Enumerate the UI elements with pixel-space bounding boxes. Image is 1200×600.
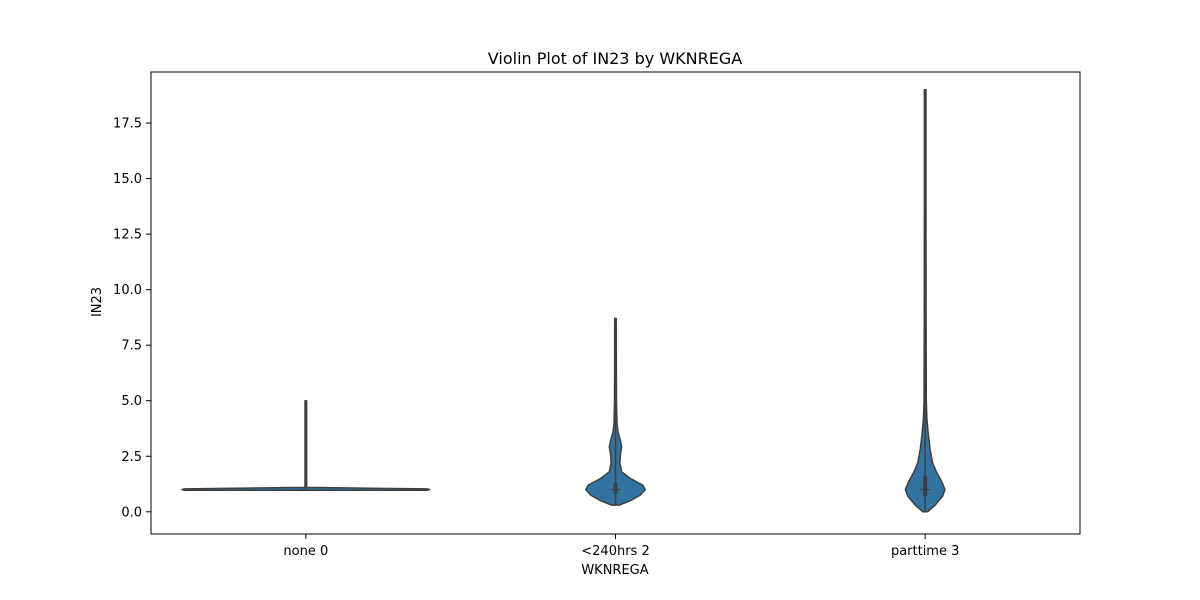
x-tick-label: parttime 3 [891,544,959,559]
plot-area: 0.0 2.5 5.0 7.5 10.0 12.5 15.0 17.5 none 0 <240hr… [113,89,959,559]
y-tick-label: 7.5 [121,339,142,354]
y-axis-title: IN23 [90,287,105,317]
y-tick-label: 12.5 [113,228,142,243]
plot-frame [150,71,1081,535]
x-tick-label: <240hrs 2 [581,544,649,559]
chart-title: Violin Plot of IN23 by WKNREGA [488,49,742,68]
y-tick-label: 15.0 [113,172,142,187]
y-tick-label: 2.5 [121,450,142,465]
y-tick-label: 17.5 [113,117,142,132]
y-tick-label: 5.0 [121,394,142,409]
x-axis-title: WKNREGA [581,563,648,578]
y-tick-label: 10.0 [113,283,142,298]
y-tick-label: 0.0 [121,505,142,520]
x-tick-label: none 0 [283,544,328,559]
